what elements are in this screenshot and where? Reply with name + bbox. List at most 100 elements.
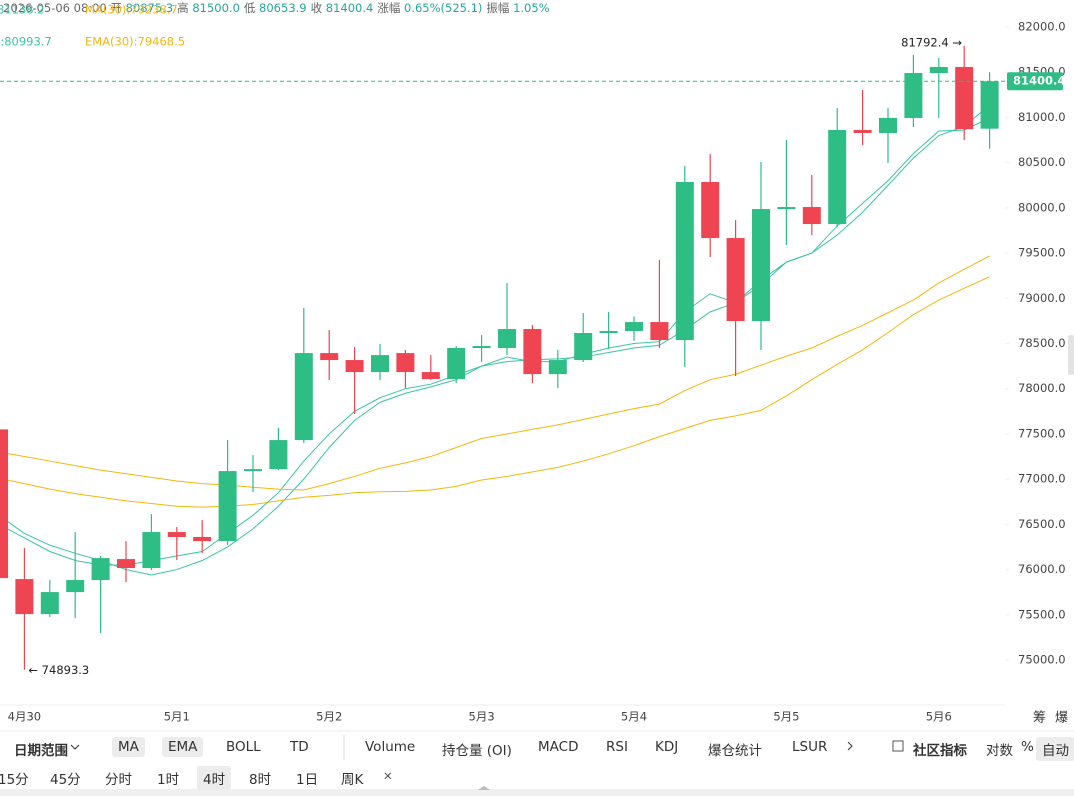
candle-body [498, 329, 516, 349]
timeframe[interactable]: 1时 [157, 772, 180, 788]
candle-body [40, 592, 59, 615]
timeframe[interactable]: 分时 [105, 772, 132, 788]
last-price-label: 81400.4 [1013, 74, 1065, 88]
y-tick-label: 78000.0 [1018, 381, 1066, 395]
candle-body [142, 532, 161, 569]
candle-body [320, 353, 339, 361]
candle-body [269, 440, 288, 470]
option[interactable]: % [1021, 739, 1034, 755]
legend-entry: EMA(30):79468.5 [85, 35, 185, 49]
y-tick-label: 76000.0 [1018, 562, 1066, 576]
candle-body [955, 66, 974, 130]
candle-body [218, 471, 237, 542]
y-tick-label: 75500.0 [1018, 607, 1066, 621]
legend-entry: EMA(7):80993.7 [0, 35, 52, 49]
candle-body [853, 129, 872, 133]
option[interactable]: 自动 [1036, 737, 1074, 761]
indicator-tab[interactable]: MACD [538, 739, 579, 755]
range-selector[interactable]: 日期范围 [14, 743, 68, 759]
candle-body [701, 181, 720, 239]
candle-body [777, 207, 796, 210]
header-value: 81500.0 [192, 1, 240, 15]
chevron [847, 741, 853, 751]
header-value: 0.65%(525.1) [403, 1, 483, 15]
candle-body [650, 322, 669, 341]
candle-body [66, 580, 85, 593]
y-tick-label: 78500.0 [1018, 336, 1066, 350]
candle-body [0, 429, 8, 579]
indicator-tab[interactable]: KDJ [655, 739, 679, 755]
x-tick-label: 5月4 [621, 710, 647, 724]
candle-body [879, 117, 897, 133]
indicator-tab[interactable]: EMA [162, 737, 204, 757]
side-tab [1068, 335, 1074, 375]
ohlc-header: 换 2026-05-06 08:00 开 80875.3高 81500.0低 8… [0, 0, 554, 16]
chevron [70, 744, 80, 750]
ma-line [0, 104, 990, 576]
candle-body [91, 558, 110, 581]
close-icon: × [383, 769, 393, 783]
header-key: 低 [243, 1, 256, 15]
candle-body [802, 207, 821, 225]
y-tick-label: 79000.0 [1018, 291, 1066, 305]
header-time: 2026-05-06 08:00 [3, 1, 107, 15]
candle-body [574, 333, 593, 361]
header-value: 1.05% [513, 1, 550, 15]
y-tick-label: 80500.0 [1018, 155, 1066, 169]
last-price-box [1007, 72, 1063, 91]
candle-body [371, 355, 389, 373]
candle-body [345, 360, 364, 373]
timeframe[interactable]: 8时 [249, 772, 272, 788]
indicator-tab[interactable]: 爆仓统计 [708, 743, 762, 759]
header-key: 收 [310, 1, 323, 15]
candle-body [421, 372, 440, 380]
ma-line [0, 276, 990, 508]
y-tick-label: 81000.0 [1018, 110, 1066, 124]
indicator-tab[interactable]: 持仓量 (OI) [442, 743, 512, 759]
header-value: 80875.3 [125, 1, 174, 15]
candle-body [15, 579, 34, 615]
x-tick-label: 5月3 [469, 710, 495, 724]
low-annotation: ← 74893.3 [28, 663, 89, 677]
candle-body [625, 322, 643, 332]
high-annotation: 81792.4 → [901, 35, 962, 49]
timeframe[interactable]: 15分 [0, 772, 29, 788]
candle-body [472, 346, 491, 349]
x-tick-label: 5月5 [773, 710, 799, 724]
indicator-tab[interactable]: BOLL [226, 739, 261, 755]
candle-body [167, 532, 186, 538]
candle-body [675, 181, 694, 341]
candle-body [117, 559, 135, 569]
candle-body [752, 209, 770, 322]
indicator-tab[interactable]: Volume [365, 739, 416, 755]
y-tick-label: 79500.0 [1018, 246, 1066, 260]
header-value: 80653.9 [259, 1, 307, 15]
community-indicators[interactable]: 社区指标 [913, 743, 967, 759]
indicator-tab[interactable]: TD [290, 739, 309, 755]
candle-body [904, 73, 923, 118]
y-tick-label: 77500.0 [1018, 426, 1066, 440]
indicator-tab[interactable]: LSUR [792, 739, 828, 755]
timeframe[interactable]: 4时 [197, 766, 232, 790]
candle-body [980, 81, 999, 129]
indicator-tab[interactable]: RSI [606, 739, 628, 755]
timeframe[interactable]: 周K [341, 772, 364, 788]
timeframe[interactable]: 1日 [296, 772, 319, 788]
bottom-strip [0, 789, 1074, 796]
option[interactable]: 对数 [986, 743, 1013, 759]
y-tick-label: 76500.0 [1018, 517, 1066, 531]
legend-entry: MA(7):81138.2 [0, 3, 45, 17]
candle-body [726, 238, 745, 322]
y-tick-label: 82000.0 [1018, 20, 1066, 34]
ma-line [0, 117, 990, 566]
header-value: 81400.4 [325, 1, 374, 15]
header-key: 开 [110, 1, 122, 15]
candle-body [929, 66, 948, 74]
candle-body [447, 348, 466, 380]
side-label: 筹 [1033, 710, 1046, 726]
indicator-tab[interactable]: MA [112, 737, 145, 757]
candle-body [294, 353, 313, 441]
timeframe[interactable]: 45分 [50, 772, 81, 788]
